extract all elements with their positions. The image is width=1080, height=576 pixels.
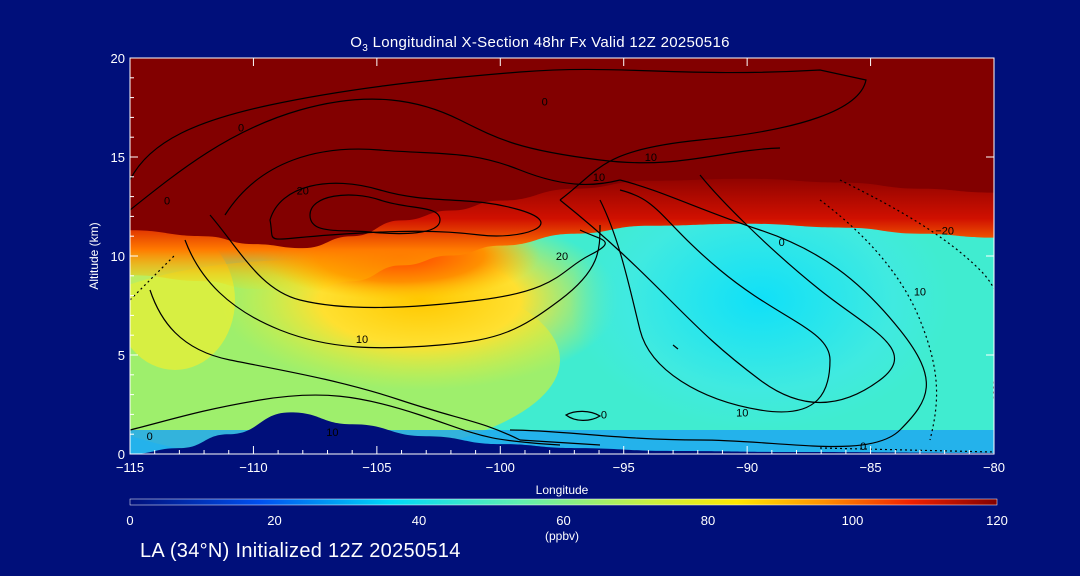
title-prefix: O	[350, 34, 363, 51]
x-tick-label: −85	[860, 460, 882, 475]
y-tick-label: 20	[111, 51, 125, 66]
contour-line	[130, 68, 867, 201]
contour-line	[130, 98, 781, 211]
colorbar-tick-label: 60	[556, 513, 570, 528]
contour-line	[839, 179, 994, 401]
contour-layer	[130, 68, 994, 453]
y-axis: 0 5 10 15 20	[111, 51, 994, 462]
contour-line	[209, 214, 606, 309]
contour-label: 0	[860, 441, 866, 453]
y-tick-label: 5	[118, 348, 125, 363]
contour-label: 0	[238, 122, 244, 134]
colorbar-tick-label: 80	[701, 513, 715, 528]
x-tick-label: −110	[239, 460, 267, 475]
colorbar-tick-label: 40	[412, 513, 426, 528]
stratosphere-region	[130, 58, 994, 249]
terrain-mask	[130, 412, 994, 454]
x-axis-label: Longitude	[536, 483, 589, 497]
contour-line	[130, 254, 176, 301]
contour-label: 0	[147, 431, 153, 443]
contour-label: 10	[645, 152, 657, 164]
contour-line	[819, 199, 938, 441]
contour-line	[149, 289, 601, 446]
contour-labels: 0 0 0 0 0 0 0 10 10 10 10 10 10 20 20 −20	[147, 97, 954, 454]
contour-label: 0	[164, 196, 170, 208]
contour-label: 10	[736, 407, 748, 419]
contour-label: 0	[542, 97, 548, 109]
x-tick-label: −115	[116, 460, 144, 475]
x-tick-label: −90	[736, 460, 758, 475]
contour-label: 0	[601, 409, 607, 421]
colorbar-ticks: 0 20 40 60 80 100 120	[126, 513, 1007, 528]
chart-title: O3 Longitudinal X-Section 48hr Fx Valid …	[0, 34, 1080, 54]
contour-line	[224, 148, 621, 216]
contour-label: 10	[356, 334, 368, 346]
contour-line	[130, 394, 561, 446]
east-cyan-region	[570, 170, 950, 430]
colorbar-tick-label: 0	[126, 513, 133, 528]
contour-label: 10	[326, 427, 338, 439]
field-layer	[130, 58, 994, 454]
x-tick-label: −95	[613, 460, 635, 475]
contour-line	[672, 344, 679, 350]
colorbar-unit: (ppbv)	[545, 529, 579, 543]
contour-line	[309, 194, 441, 235]
title-subscript: 3	[362, 43, 369, 54]
contour-line	[184, 224, 601, 349]
contour-line	[819, 447, 994, 453]
contour-line	[269, 182, 542, 240]
contour-label: −20	[935, 225, 954, 237]
contour-line	[559, 174, 896, 404]
x-tick-label: −100	[486, 460, 515, 475]
colorbar-tick-label: 100	[842, 513, 864, 528]
y-tick-label: 15	[111, 150, 125, 165]
y-tick-label: 0	[118, 447, 125, 462]
x-tick-label: −80	[983, 460, 1005, 475]
contour-label: 10	[914, 287, 926, 299]
contour-label: 10	[593, 172, 605, 184]
tropopause-transition	[130, 168, 994, 294]
title-rest: Longitudinal X-Section 48hr Fx Valid 12Z…	[368, 34, 730, 51]
contour-line	[564, 410, 602, 421]
colorbar	[129, 498, 998, 506]
contour-line	[509, 179, 927, 448]
y-tick-label: 10	[111, 249, 125, 264]
y-axis-label: Altitude (km)	[87, 222, 101, 289]
x-axis: −115 −110 −105 −100 −95 −90 −85 −80	[116, 58, 1005, 475]
contour-label: 20	[297, 186, 309, 198]
contour-label: 0	[779, 237, 785, 249]
colorbar-tick-label: 120	[986, 513, 1008, 528]
contour-label: 20	[556, 251, 568, 263]
colorbar-tick-label: 20	[267, 513, 281, 528]
init-footer: LA (34°N) Initialized 12Z 20250514	[140, 540, 461, 562]
contour-line	[599, 189, 831, 413]
x-tick-label: −105	[362, 460, 391, 475]
